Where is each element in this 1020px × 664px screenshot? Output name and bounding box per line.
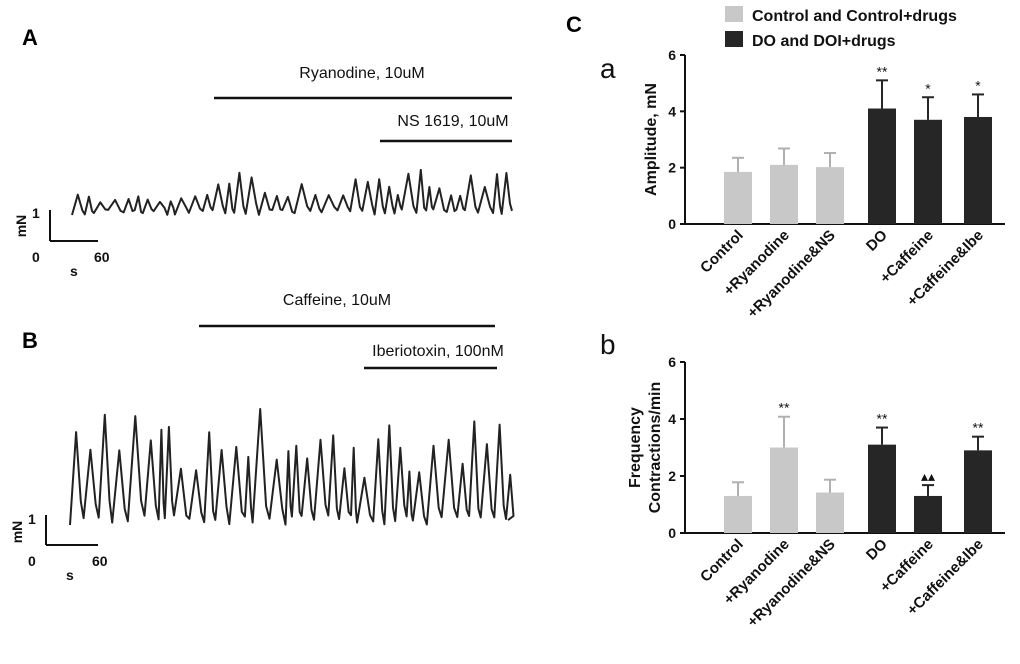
scale-b-x-zero: 0 bbox=[28, 553, 36, 569]
scale-a-y-value: 1 bbox=[32, 205, 40, 221]
amplitude-y-label: Amplitude, mN bbox=[643, 83, 660, 196]
scale-a-unit: mN bbox=[13, 215, 29, 238]
panel-c-letter: C bbox=[566, 12, 582, 37]
legend-label-doi: DO and DOI+drugs bbox=[752, 33, 896, 50]
amplitude-bar bbox=[724, 171, 752, 224]
trace-b bbox=[69, 408, 515, 526]
trace-a bbox=[71, 168, 513, 216]
frequency-significance-label: ** bbox=[877, 411, 888, 427]
scale-b-x-unit: s bbox=[66, 567, 74, 583]
amplitude-category-label: +Ryanodine&NS bbox=[744, 227, 839, 322]
legend-swatch-doi bbox=[725, 31, 743, 47]
legend-swatch-control bbox=[725, 6, 743, 22]
amplitude-category-label: DO bbox=[863, 227, 891, 255]
frequency-significance-label: ** bbox=[973, 420, 984, 436]
scale-a-x-unit: s bbox=[70, 263, 78, 279]
legend: Control and Control+drugs DO and DOI+dru… bbox=[725, 6, 957, 50]
panel-a-letter: A bbox=[22, 25, 38, 50]
amplitude-bar bbox=[770, 164, 798, 224]
amplitude-significance-label: ** bbox=[877, 63, 888, 79]
legend-label-control: Control and Control+drugs bbox=[752, 8, 957, 25]
amplitude-significance-label: * bbox=[925, 80, 931, 96]
frequency-y-label: Frequency bbox=[627, 407, 644, 488]
panel-b-letter: B bbox=[22, 328, 38, 353]
panel-b: B Caffeine, 10uM Iberiotoxin, 100nM mN 1… bbox=[9, 292, 515, 583]
amplitude-significance-label: * bbox=[975, 77, 981, 93]
frequency-bar bbox=[770, 447, 798, 533]
frequency-category-label: DO bbox=[863, 536, 891, 564]
amplitude-y-tick-label: 0 bbox=[668, 216, 676, 232]
frequency-bar bbox=[914, 495, 942, 533]
ryanodine-label: Ryanodine, 10uM bbox=[299, 65, 424, 82]
amplitude-bar bbox=[914, 119, 942, 224]
ns1619-label: NS 1619, 10uM bbox=[397, 113, 508, 130]
panel-c: C Control and Control+drugs DO and DOI+d… bbox=[566, 6, 1005, 631]
amplitude-bar bbox=[816, 167, 844, 224]
frequency-category-label: +Ryanodine&NS bbox=[744, 536, 839, 631]
frequency-subpanel-letter: b bbox=[600, 329, 616, 360]
panel-a: A Ryanodine, 10uM NS 1619, 10uM mN 1 0 s… bbox=[13, 25, 513, 279]
amplitude-subpanel-letter: a bbox=[600, 53, 616, 84]
frequency-bar bbox=[724, 495, 752, 533]
frequency-significance-label: ** bbox=[779, 400, 790, 416]
frequency-bar bbox=[816, 492, 844, 533]
scale-b-y-value: 1 bbox=[28, 511, 36, 527]
frequency-bar bbox=[868, 444, 896, 533]
amplitude-bar bbox=[868, 108, 896, 224]
frequency-y-label-units: Contractions/min bbox=[647, 382, 664, 514]
amplitude-y-tick-label: 2 bbox=[668, 160, 676, 176]
scale-b-x-value: 60 bbox=[92, 553, 108, 569]
amplitude-bar bbox=[964, 116, 992, 224]
caffeine-label: Caffeine, 10uM bbox=[283, 292, 391, 309]
amplitude-y-tick-label: 4 bbox=[668, 103, 676, 119]
frequency-y-tick-label: 6 bbox=[668, 354, 676, 370]
scale-a-x-value: 60 bbox=[94, 249, 110, 265]
frequency-significance-label: ▴▴ bbox=[921, 468, 935, 484]
frequency-bar bbox=[964, 450, 992, 533]
frequency-y-tick-label: 4 bbox=[668, 411, 676, 427]
frequency-y-tick-label: 2 bbox=[668, 468, 676, 484]
scale-b-unit: mN bbox=[9, 521, 25, 544]
scale-a-x-zero: 0 bbox=[32, 249, 40, 265]
frequency-y-tick-label: 0 bbox=[668, 525, 676, 541]
amplitude-y-tick-label: 6 bbox=[668, 47, 676, 63]
iberiotoxin-label: Iberiotoxin, 100nM bbox=[372, 343, 504, 360]
